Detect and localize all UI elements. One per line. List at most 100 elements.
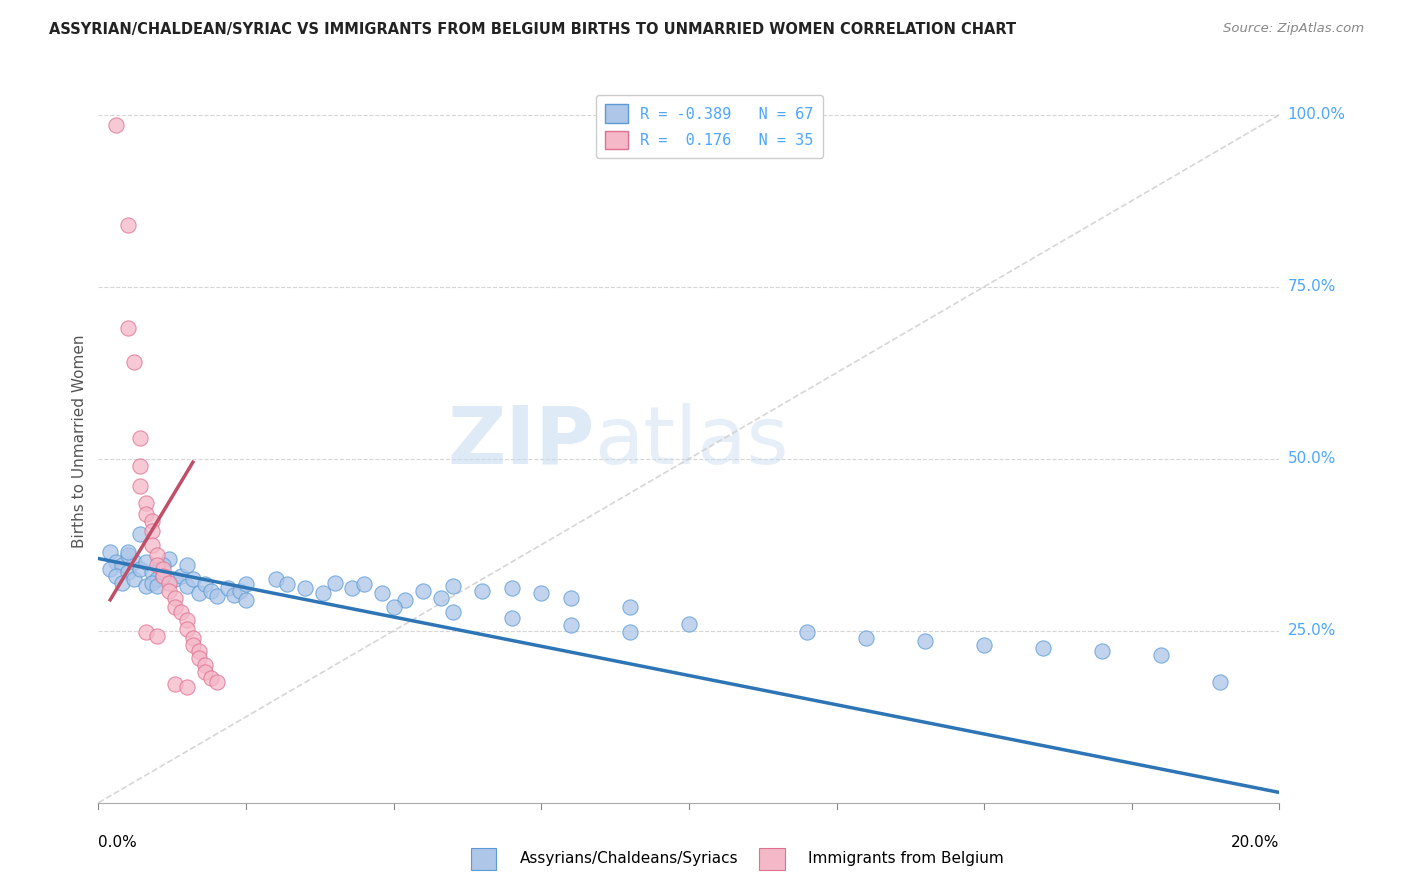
Point — [205, 675, 228, 690]
Point — [796, 625, 818, 640]
Point — [141, 575, 163, 590]
Text: Assyrians/Chaldeans/Syriacs: Assyrians/Chaldeans/Syriacs — [520, 851, 738, 865]
Point — [530, 586, 553, 600]
Point — [117, 544, 139, 558]
Point — [276, 577, 298, 591]
Point — [187, 586, 209, 600]
Point — [294, 581, 316, 595]
Point — [312, 586, 335, 600]
Point — [146, 558, 169, 573]
Point — [914, 634, 936, 648]
Point — [135, 496, 157, 510]
Point — [165, 599, 187, 614]
Point — [678, 616, 700, 631]
Point — [205, 590, 228, 604]
Point — [342, 581, 364, 595]
Point — [501, 611, 523, 625]
Point — [1091, 644, 1114, 658]
Point — [141, 524, 163, 538]
Point — [165, 591, 187, 605]
Point — [146, 548, 169, 562]
Point — [176, 579, 198, 593]
Point — [200, 671, 222, 685]
Point — [176, 623, 198, 637]
Point — [235, 577, 257, 591]
Point — [117, 566, 139, 580]
Point — [855, 631, 877, 645]
Text: 20.0%: 20.0% — [1232, 835, 1279, 850]
Point — [146, 572, 169, 586]
Point — [224, 588, 246, 602]
Point — [382, 599, 405, 614]
Point — [105, 555, 128, 569]
Point — [371, 586, 394, 600]
Point — [194, 658, 217, 673]
Point — [170, 605, 193, 619]
Point — [187, 644, 209, 658]
Text: Immigrants from Belgium: Immigrants from Belgium — [808, 851, 1004, 865]
Point — [146, 629, 169, 643]
Text: atlas: atlas — [595, 402, 789, 481]
Point — [170, 568, 193, 582]
Point — [194, 665, 217, 679]
Point — [135, 555, 157, 569]
Point — [98, 544, 121, 558]
Point — [394, 592, 416, 607]
Point — [152, 568, 174, 582]
Point — [141, 538, 163, 552]
Point — [973, 638, 995, 652]
Point — [353, 577, 375, 591]
Point — [441, 579, 464, 593]
Point — [157, 575, 180, 590]
Point — [181, 572, 204, 586]
Point — [135, 625, 157, 640]
Y-axis label: Births to Unmarried Women: Births to Unmarried Women — [72, 334, 87, 549]
Point — [1209, 675, 1232, 690]
Point — [122, 555, 145, 569]
Point — [323, 575, 346, 590]
Point — [441, 605, 464, 619]
Point — [181, 631, 204, 645]
Point — [128, 479, 150, 493]
Point — [235, 592, 257, 607]
Point — [165, 677, 187, 691]
Point — [194, 577, 217, 591]
Text: 25.0%: 25.0% — [1288, 624, 1336, 639]
Point — [157, 583, 180, 598]
Point — [217, 581, 239, 595]
Text: 50.0%: 50.0% — [1288, 451, 1336, 467]
Text: Source: ZipAtlas.com: Source: ZipAtlas.com — [1223, 22, 1364, 36]
Point — [560, 618, 582, 632]
Point — [187, 651, 209, 665]
Point — [128, 527, 150, 541]
Point — [1150, 648, 1173, 662]
Point — [117, 218, 139, 232]
Point — [165, 572, 187, 586]
Point — [152, 562, 174, 576]
Point — [117, 321, 139, 335]
Point — [135, 507, 157, 521]
Point — [141, 514, 163, 528]
Point — [141, 566, 163, 580]
Point — [152, 568, 174, 582]
Text: 0.0%: 0.0% — [98, 835, 138, 850]
Text: ZIP: ZIP — [447, 402, 595, 481]
Text: ASSYRIAN/CHALDEAN/SYRIAC VS IMMIGRANTS FROM BELGIUM BIRTHS TO UNMARRIED WOMEN CO: ASSYRIAN/CHALDEAN/SYRIAC VS IMMIGRANTS F… — [49, 22, 1017, 37]
Point — [1032, 640, 1054, 655]
Point — [181, 638, 204, 652]
Point — [176, 614, 198, 628]
Point — [128, 431, 150, 445]
Point — [471, 583, 494, 598]
Point — [176, 680, 198, 694]
Point — [105, 568, 128, 582]
Point — [619, 599, 641, 614]
Point — [105, 118, 128, 132]
Point — [200, 583, 222, 598]
Point — [176, 558, 198, 573]
Point — [128, 458, 150, 473]
Point — [264, 572, 287, 586]
Point — [157, 551, 180, 566]
Point — [135, 579, 157, 593]
Point — [111, 558, 134, 573]
Point — [412, 583, 434, 598]
